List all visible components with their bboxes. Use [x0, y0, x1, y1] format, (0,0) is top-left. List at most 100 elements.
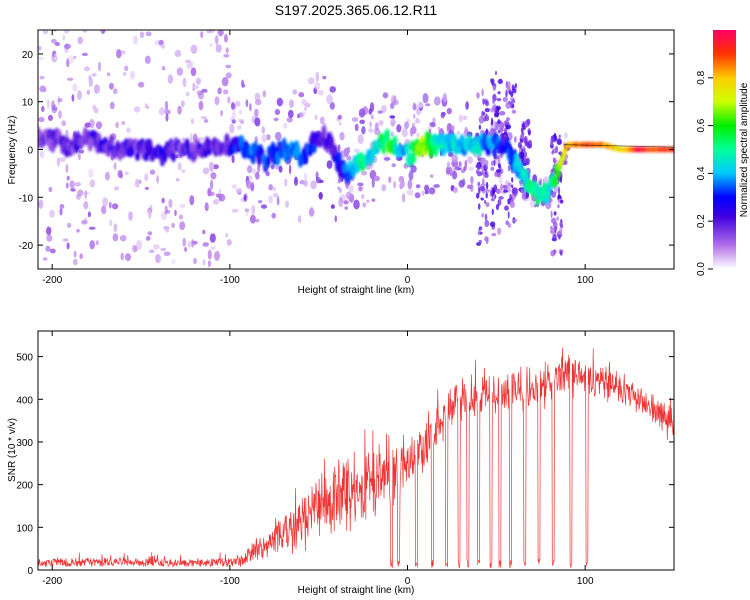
- heatmap-cell: [353, 148, 360, 153]
- heatmap-cell: [231, 101, 235, 110]
- y-tick-label: 0: [27, 566, 33, 577]
- heatmap-cell: [278, 165, 283, 173]
- heatmap-cell: [257, 164, 261, 173]
- heatmap-cell: [481, 88, 484, 97]
- heatmap-cell: [254, 136, 258, 143]
- heatmap-cell: [231, 155, 235, 164]
- heatmap-cell: [500, 183, 503, 191]
- heatmap-cell: [366, 199, 370, 203]
- heatmap-cell: [249, 103, 252, 112]
- heatmap-cell: [84, 66, 90, 72]
- heatmap-cell: [505, 124, 509, 130]
- heatmap-cell: [113, 186, 120, 191]
- heatmap-cell: [480, 185, 485, 192]
- heatmap-cell: [260, 204, 268, 209]
- heatmap-cell: [382, 92, 389, 99]
- heatmap-cell: [254, 171, 260, 180]
- heatmap-cell: [524, 169, 530, 184]
- heatmap-cell: [254, 108, 259, 118]
- colorbar-ticks: 0.0 0.2 0.4 0.6 0.8: [696, 70, 713, 276]
- heatmap-cell: [321, 124, 327, 138]
- heatmap-cell: [45, 245, 51, 252]
- heatmap-cell: [433, 184, 440, 188]
- heatmap-cell: [38, 45, 42, 51]
- heatmap-cell: [388, 176, 392, 183]
- heatmap-cell: [434, 96, 441, 106]
- heatmap-cell: [66, 222, 72, 229]
- heatmap-cell: [465, 101, 469, 110]
- heatmap-cell: [490, 117, 494, 126]
- heatmap-cell: [229, 123, 235, 134]
- heatmap-cell: [468, 166, 474, 171]
- heatmap-cell: [492, 104, 498, 111]
- heatmap-cell: [38, 56, 44, 61]
- heatmap-cell: [134, 178, 140, 188]
- heatmap-cell: [498, 175, 503, 185]
- heatmap-cell: [524, 123, 528, 128]
- heatmap-cell: [490, 166, 495, 171]
- heatmap-cell: [527, 130, 531, 136]
- heatmap-cell: [77, 189, 84, 197]
- heatmap-cell: [265, 155, 271, 167]
- heatmap-cell: [498, 199, 502, 206]
- heatmap-cell: [119, 235, 127, 242]
- heatmap-cell: [470, 183, 474, 193]
- heatmap-cell: [456, 130, 460, 135]
- snr-y-ticks: 0 100 200 300 400 500: [16, 353, 674, 577]
- heatmap-cell: [517, 160, 524, 173]
- heatmap-cell: [101, 205, 107, 215]
- heatmap-cell: [318, 179, 324, 184]
- heatmap-cell: [338, 187, 342, 194]
- heatmap-cell: [261, 134, 268, 143]
- heatmap-cell: [74, 182, 82, 187]
- heatmap-cell: [526, 118, 531, 126]
- heatmap-cell: [481, 213, 485, 218]
- heatmap-cell: [506, 117, 510, 122]
- heatmap-cell: [302, 151, 308, 165]
- heatmap-cell: [212, 164, 219, 170]
- heatmap-cell: [155, 253, 160, 264]
- heatmap-cell: [174, 209, 177, 217]
- heatmap-cell: [421, 190, 425, 196]
- heatmap-cell: [239, 109, 242, 115]
- heatmap-cell: [478, 228, 481, 236]
- heatmap-cell: [160, 44, 166, 49]
- heatmap-cell: [84, 189, 88, 200]
- heatmap-cell: [66, 77, 74, 81]
- heatmap-cell: [451, 170, 458, 180]
- heatmap-cell: [76, 229, 80, 233]
- heatmap-cell: [384, 128, 390, 142]
- heatmap-cell: [491, 232, 497, 237]
- heatmap-cell: [59, 207, 63, 216]
- heatmap-cell: [255, 218, 260, 223]
- heatmap-cell: [407, 179, 413, 190]
- heatmap-cell: [404, 142, 410, 154]
- heatmap-cell: [478, 115, 485, 124]
- heatmap-cell: [113, 223, 118, 233]
- heatmap-cell: [512, 188, 518, 197]
- heatmap-cell: [225, 72, 232, 79]
- heatmap-cell: [371, 177, 375, 188]
- heatmap-cell: [109, 82, 114, 90]
- heatmap-cell: [227, 96, 231, 104]
- heatmap-cell: [440, 146, 446, 157]
- heatmap-cell: [478, 186, 481, 195]
- heatmap-cell: [49, 248, 56, 254]
- colorbar-tick-label: 0.6: [696, 118, 707, 132]
- heatmap-cell: [411, 122, 416, 127]
- heatmap-cell: [98, 30, 103, 33]
- heatmap-cell: [89, 240, 95, 250]
- heatmap-cell: [179, 204, 186, 208]
- heatmap-cell: [53, 53, 57, 61]
- heatmap-cell: [161, 197, 165, 204]
- colorbar-tick-label: 0.8: [696, 70, 707, 84]
- heatmap-cell: [551, 217, 557, 224]
- heatmap-cell: [274, 109, 281, 115]
- y-tick-label: 0: [27, 146, 33, 157]
- heatmap-cell: [459, 134, 465, 144]
- heatmap-cell: [511, 99, 516, 104]
- heatmap-cell: [190, 44, 198, 54]
- y-tick-label: 10: [22, 98, 34, 109]
- heatmap-cell: [489, 130, 493, 137]
- heatmap-cell: [552, 157, 556, 164]
